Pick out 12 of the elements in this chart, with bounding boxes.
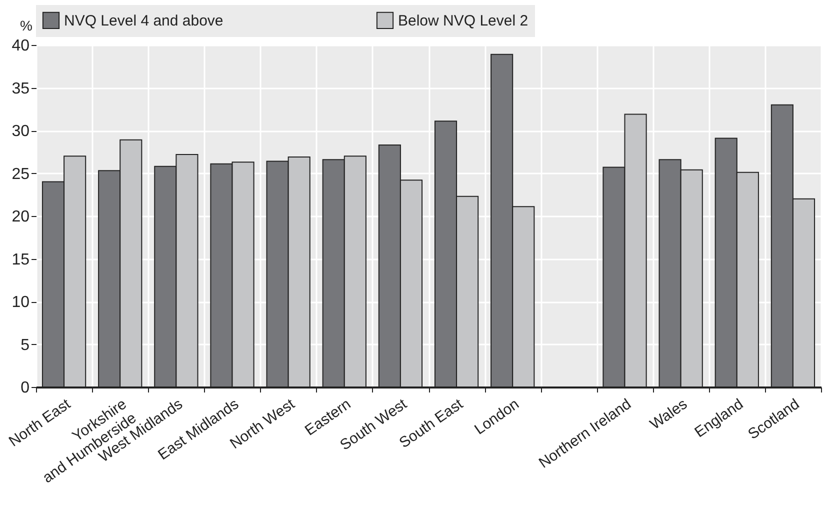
y-tick-label: 25	[12, 166, 30, 183]
y-tick-label: 5	[20, 336, 30, 354]
y-tick-label: 10	[12, 294, 30, 311]
legend-label: Below NVQ Level 2	[398, 12, 528, 30]
y-tick-label: 40	[12, 38, 30, 54]
y-axis-title: %	[20, 18, 32, 34]
legend-label: NVQ Level 4 and above	[64, 12, 224, 30]
y-tick-label: 15	[12, 251, 30, 268]
y-tick-label: 35	[12, 80, 30, 98]
y-tick-label: 20	[12, 208, 30, 226]
y-tick-label: 30	[12, 123, 30, 140]
y-tick-label: 0	[20, 380, 30, 396]
